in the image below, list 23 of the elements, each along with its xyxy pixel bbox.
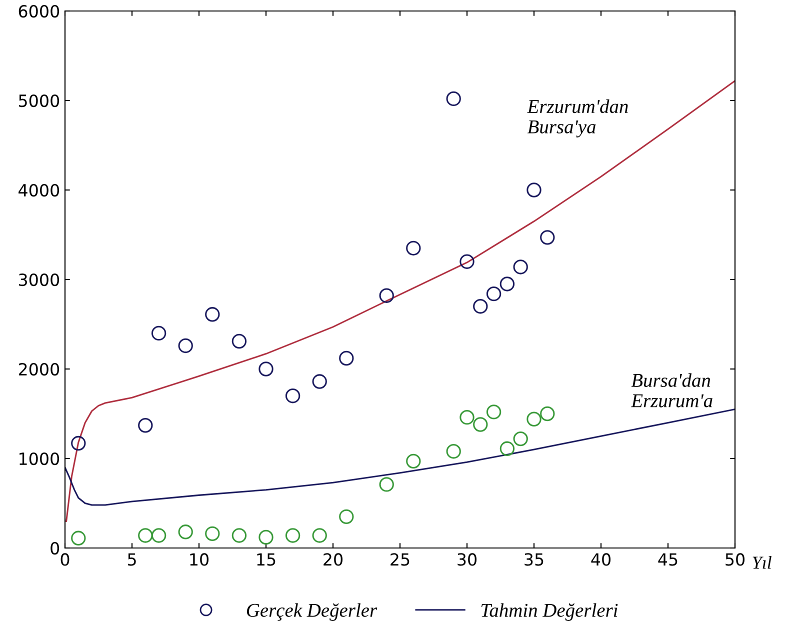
x-axis-title: Yıl	[752, 556, 772, 569]
y-tick-label: 1000	[20, 452, 60, 466]
y-tick-label: 3000	[18, 273, 60, 286]
x-tick-label: 50	[726, 553, 744, 566]
y-tick-label: 5000	[19, 94, 60, 108]
x-tick-label: 5	[128, 553, 136, 566]
legend-label: Tahmin Değerleri	[481, 603, 618, 621]
x-tick-label: 0	[60, 553, 70, 566]
x-tick-label: 35	[524, 553, 544, 566]
annotation: Erzurum'dan Bursa'ya	[527, 99, 628, 138]
legend-label: Gerçek Değerler	[246, 603, 378, 621]
x-tick-label: 15	[257, 553, 276, 566]
x-tick-label: 20	[324, 553, 342, 566]
x-tick-label: 10	[190, 553, 208, 566]
x-tick-label: 40	[591, 553, 610, 566]
y-tick-label: 4000	[18, 184, 60, 197]
annotation: Bursa'dan Erzurum'a	[630, 373, 712, 408]
y-tick-label: 0	[50, 542, 60, 555]
x-tick-label: 25	[390, 553, 410, 566]
x-tick-label: 45	[658, 553, 678, 566]
y-tick-label: 6000	[18, 4, 60, 18]
x-tick-label: 30	[458, 553, 476, 566]
y-tick-label: 2000	[18, 362, 60, 376]
